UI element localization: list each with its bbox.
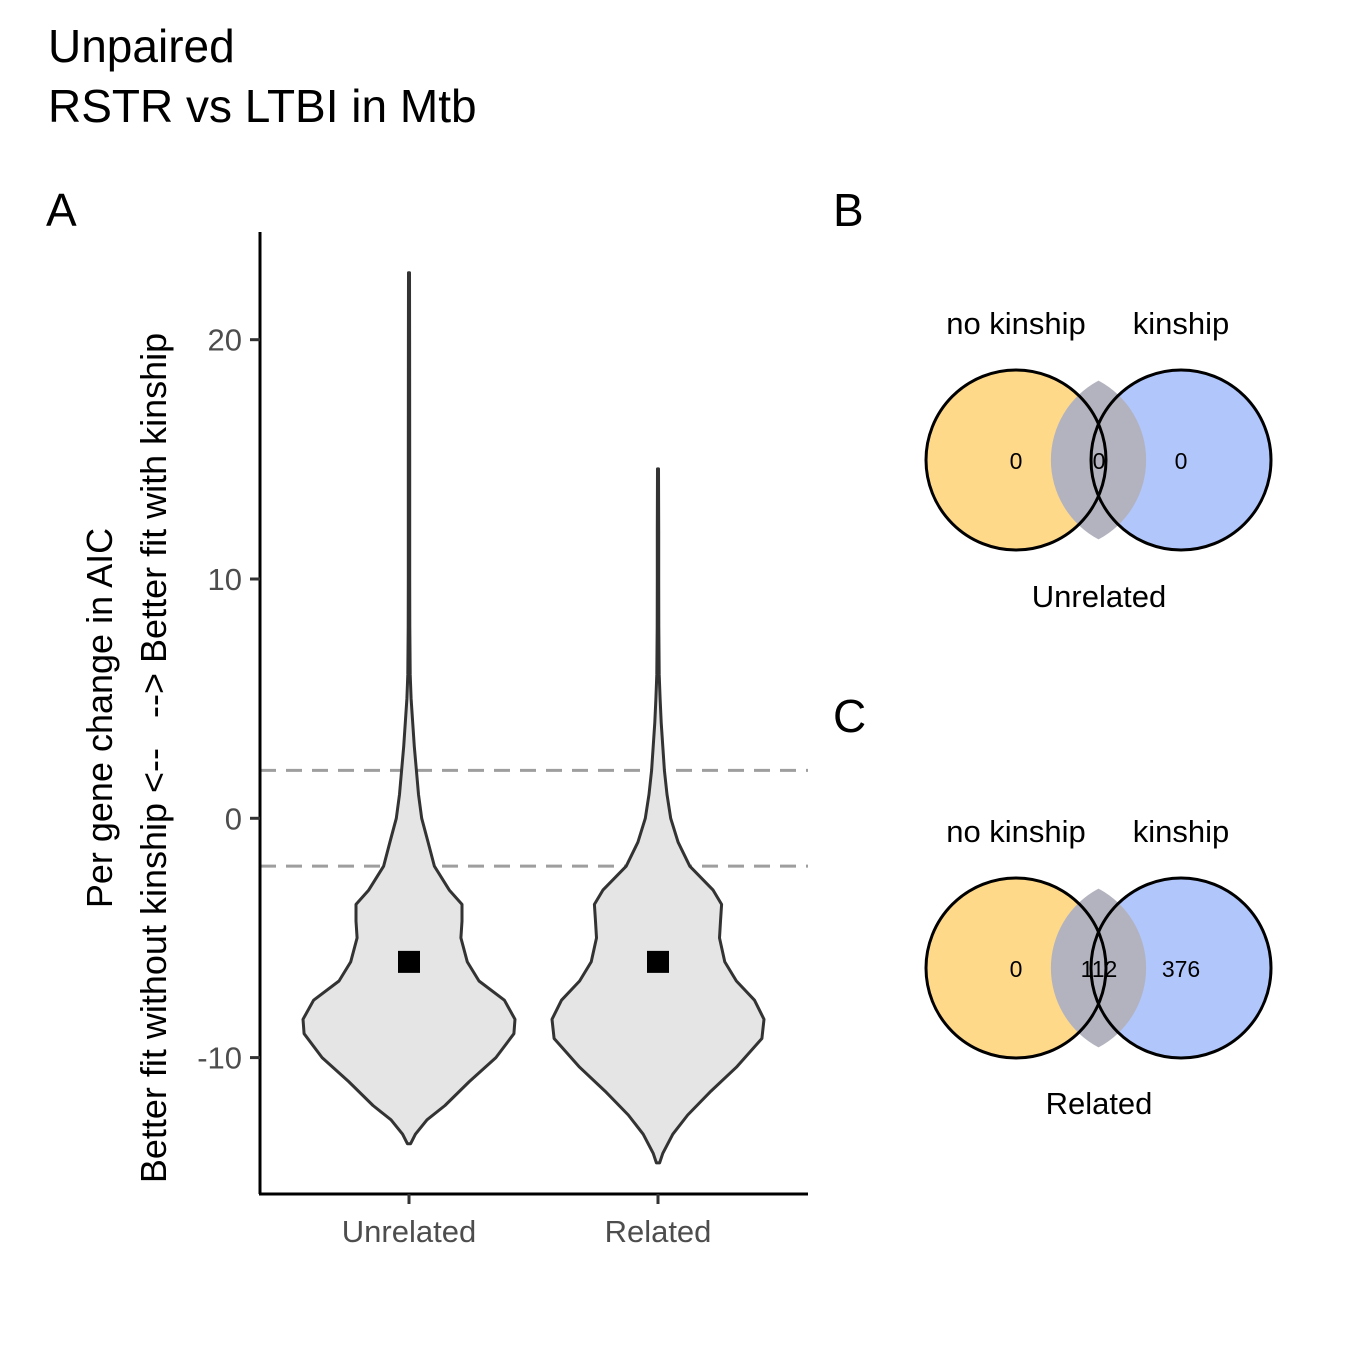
venn-b-circle-kinship [1091, 370, 1271, 550]
title-line-1: Unpaired [48, 20, 235, 72]
y-axis-label-line-1: Per gene change in AIC [79, 528, 120, 908]
venn-c-set-label-kinship: kinship [1133, 814, 1230, 849]
threshold-lines [260, 768, 808, 868]
panel-b: B no kinship kinship 0 0 0 Unrelated [833, 184, 1273, 614]
venn-c-count-no-kinship: 0 [1010, 956, 1023, 982]
y-tick-label: 10 [208, 562, 242, 597]
median-markers [398, 950, 669, 973]
venn-c-caption: Related [1046, 1086, 1153, 1121]
venn-b-circle-no-kinship [926, 370, 1106, 550]
venn-b-set-label-kinship: kinship [1133, 306, 1230, 341]
y-axis-ticks: -10 0 10 20 [197, 323, 260, 1076]
venn-b-set-label-no-kinship: no kinship [946, 306, 1086, 341]
venn-b-count-kinship: 0 [1175, 448, 1188, 474]
panel-c-letter: C [833, 690, 866, 742]
venn-related: no kinship kinship 0 112 376 Related [924, 814, 1273, 1121]
y-tick-label: -10 [197, 1041, 242, 1076]
y-tick-label: 0 [225, 801, 242, 836]
venn-b-count-both: 0 [1093, 448, 1106, 474]
venn-c-count-both: 112 [1081, 956, 1118, 982]
venn-c-circle-no-kinship [926, 878, 1106, 1058]
venn-c-overlap [1050, 888, 1147, 1048]
x-tick-label: Unrelated [342, 1214, 476, 1249]
title-line-2: RSTR vs LTBI in Mtb [48, 80, 477, 132]
violins [301, 271, 766, 1165]
venn-b-outline-kinship [1089, 368, 1273, 552]
violin-related [550, 467, 766, 1165]
panel-c: C no kinship kinship 0 112 376 Related [833, 690, 1273, 1121]
x-axis-ticks: Unrelated Related [342, 1194, 712, 1249]
venn-b-overlap [1050, 380, 1147, 540]
venn-c-set-label-no-kinship: no kinship [946, 814, 1086, 849]
x-tick-label: Related [605, 1214, 712, 1249]
venn-c-circle-kinship [1091, 878, 1271, 1058]
venn-b-caption: Unrelated [1032, 579, 1166, 614]
median-marker-related [647, 950, 669, 973]
violin-plot: -10 0 10 20 Unrelated Related Per gene chang… [79, 232, 808, 1249]
venn-c-count-kinship: 376 [1162, 956, 1200, 982]
venn-c-outline-kinship [1089, 876, 1273, 1060]
y-axis-label-line-2: Better fit without kinship <-- --> Bette… [133, 333, 174, 1183]
panel-a: A -10 0 10 20 Unrelated Related Per gene cha… [46, 184, 808, 1249]
venn-b-outline-no-kinship [924, 368, 1108, 552]
violin-unrelated [301, 271, 517, 1146]
venn-b-count-no-kinship: 0 [1010, 448, 1023, 474]
panel-b-letter: B [833, 184, 864, 236]
panel-a-letter: A [46, 184, 77, 236]
venn-c-outline-no-kinship [924, 876, 1108, 1060]
median-marker-unrelated [398, 950, 420, 973]
venn-unrelated: no kinship kinship 0 0 0 Unrelated [924, 306, 1273, 614]
y-tick-label: 20 [208, 323, 242, 358]
